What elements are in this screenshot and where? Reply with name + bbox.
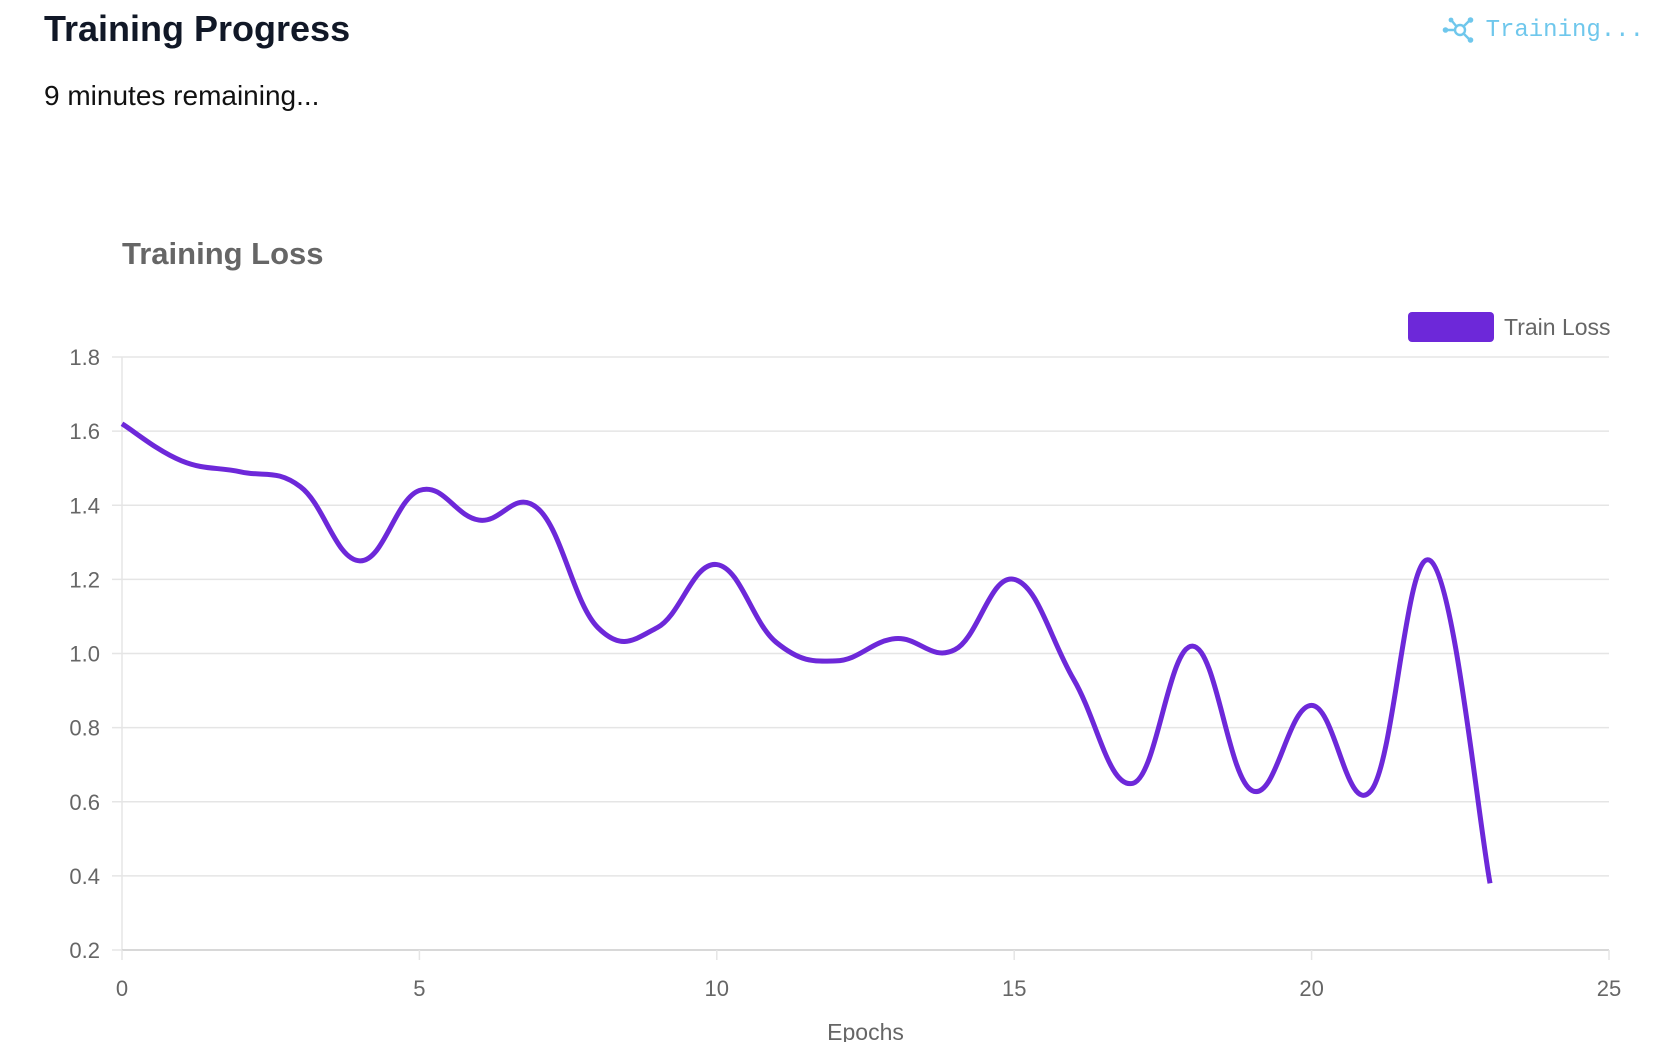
y-tick-label: 0.4 bbox=[69, 864, 100, 889]
x-tick-label: 20 bbox=[1299, 976, 1323, 1001]
training-status: Training... bbox=[1442, 16, 1644, 44]
chart-title: Training Loss bbox=[122, 236, 324, 271]
x-axis-title: Epochs bbox=[827, 1019, 904, 1042]
y-tick-label: 0.8 bbox=[69, 716, 100, 741]
x-tick-label: 10 bbox=[705, 976, 729, 1001]
y-tick-label: 0.6 bbox=[69, 790, 100, 815]
time-remaining: 9 minutes remaining... bbox=[44, 80, 320, 111]
y-tick-label: 1.2 bbox=[69, 567, 100, 592]
y-tick-label: 1.0 bbox=[69, 642, 100, 667]
network-nodes-icon bbox=[1442, 16, 1476, 44]
page-title: Training Progress bbox=[44, 8, 351, 49]
series-line-train-loss bbox=[120, 421, 1493, 884]
x-tick-label: 25 bbox=[1597, 976, 1621, 1001]
legend-swatch bbox=[1408, 312, 1494, 342]
status-label: Training... bbox=[1485, 16, 1644, 44]
y-tick-label: 1.6 bbox=[69, 419, 100, 444]
legend-label: Train Loss bbox=[1504, 314, 1611, 340]
y-tick-label: 1.4 bbox=[69, 493, 100, 518]
y-tick-label: 1.8 bbox=[69, 345, 100, 370]
y-tick-label: 0.2 bbox=[69, 938, 100, 963]
x-tick-label: 15 bbox=[1002, 976, 1026, 1001]
x-tick-label: 0 bbox=[116, 976, 128, 1001]
x-tick-label: 5 bbox=[413, 976, 425, 1001]
